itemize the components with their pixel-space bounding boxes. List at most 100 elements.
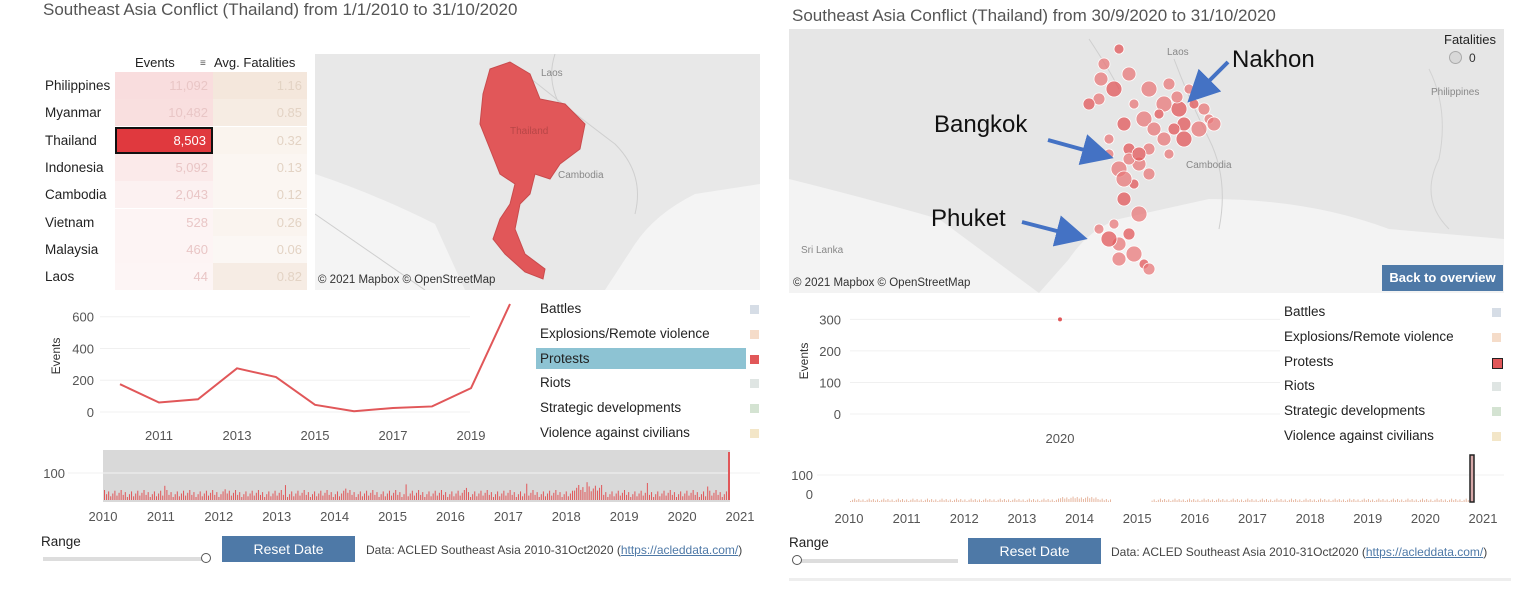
event-point[interactable] [1092, 92, 1106, 106]
right-range-slider[interactable] [793, 559, 958, 563]
event-point[interactable] [1093, 71, 1109, 87]
protests-series-line[interactable] [119, 303, 511, 413]
timeline-bar [1293, 500, 1295, 502]
event-point[interactable] [1190, 120, 1208, 138]
event-point[interactable] [1130, 205, 1148, 223]
legend-item[interactable]: Protests [536, 347, 746, 369]
back-to-overview-button[interactable]: Back to overview [1382, 265, 1503, 291]
event-point[interactable] [1113, 43, 1125, 55]
timeline-x-tick-label: 2017 [1238, 511, 1267, 526]
event-point[interactable] [1116, 191, 1132, 207]
event-point[interactable] [1103, 133, 1115, 145]
country-row[interactable]: Cambodia 2,043 0.12 [40, 181, 310, 209]
country-row[interactable]: Indonesia 5,092 0.13 [40, 153, 310, 181]
event-point[interactable] [1153, 108, 1165, 120]
event-point[interactable] [1188, 98, 1200, 110]
event-point[interactable] [1142, 262, 1156, 276]
event-point[interactable] [1125, 245, 1143, 263]
left-timeline-bar-chart[interactable]: 100 2010 2011 2012 2013 2014 2015 2016 2017 2018 2… [40, 446, 760, 526]
event-point[interactable] [1167, 122, 1181, 136]
country-avg-fatalities[interactable]: 1.16 [213, 72, 307, 99]
left-reset-date-button[interactable]: Reset Date [222, 536, 355, 562]
country-row[interactable]: Philippines 11,092 1.16 [40, 72, 310, 99]
event-point[interactable] [1206, 116, 1222, 132]
thailand-shape[interactable] [315, 54, 760, 290]
left-events-line-chart[interactable]: 0 200 400 600 2011 2013 2015 2017 2019 Events [40, 296, 511, 446]
legend-item[interactable]: Protests [1284, 353, 1334, 369]
event-point[interactable] [1111, 251, 1127, 267]
event-point[interactable] [1105, 80, 1123, 98]
event-point[interactable] [1197, 102, 1211, 116]
event-point[interactable] [1116, 116, 1132, 132]
right-range-slider-handle[interactable] [792, 555, 802, 565]
event-point[interactable] [1170, 100, 1188, 118]
country-avg-fatalities[interactable]: 0.85 [213, 99, 307, 127]
country-events[interactable]: 8,503 [115, 126, 213, 154]
legend-item[interactable]: Riots [540, 375, 571, 391]
country-row[interactable]: Vietnam 528 0.26 [40, 208, 310, 236]
country-row[interactable]: Myanmar 10,482 0.85 [40, 99, 310, 127]
event-point[interactable] [1162, 77, 1176, 91]
legend-item[interactable]: Explosions/Remote violence [540, 325, 710, 341]
country-events[interactable]: 2,043 [115, 181, 213, 209]
event-point[interactable] [1093, 223, 1105, 235]
events-column-header[interactable]: Events [135, 55, 175, 70]
avg-fatalities-column-header[interactable]: Avg. Fatalities [214, 55, 296, 70]
event-point[interactable] [1170, 90, 1184, 104]
event-point[interactable] [1121, 66, 1137, 82]
event-point[interactable] [1100, 230, 1118, 248]
event-point[interactable] [1108, 218, 1120, 230]
country-avg-fatalities[interactable]: 0.26 [213, 208, 307, 236]
legend-item[interactable]: Battles [540, 301, 582, 316]
legend-item[interactable]: Strategic developments [1284, 403, 1426, 419]
country-row[interactable]: Laos 44 0.82 [40, 263, 310, 291]
sort-icon[interactable]: ≡ [200, 58, 206, 69]
country-row[interactable]: Thailand 8,503 0.32 [40, 126, 310, 154]
event-point[interactable] [1156, 131, 1172, 147]
legend-item[interactable]: Violence against civilians [1284, 428, 1434, 443]
event-point[interactable] [1131, 146, 1147, 162]
right-reset-date-button[interactable]: Reset Date [968, 538, 1101, 564]
event-point[interactable] [1142, 167, 1156, 181]
event-point[interactable] [1128, 98, 1140, 110]
event-points-layer[interactable] [789, 29, 1504, 293]
country-avg-fatalities[interactable]: 0.82 [213, 263, 307, 291]
left-range-slider[interactable] [43, 557, 208, 561]
legend-item[interactable]: Riots [1284, 378, 1315, 394]
event-point[interactable] [1163, 148, 1175, 160]
event-point[interactable] [1146, 121, 1162, 137]
legend-item[interactable]: Explosions/Remote violence [1284, 328, 1454, 344]
left-range-slider-handle[interactable] [201, 553, 211, 563]
country-events[interactable]: 11,092 [115, 72, 213, 99]
country-avg-fatalities[interactable]: 0.13 [213, 153, 307, 181]
country-avg-fatalities[interactable]: 0.12 [213, 181, 307, 209]
country-events[interactable]: 460 [115, 235, 213, 263]
event-point[interactable] [1097, 57, 1111, 71]
right-timeline-bar-chart[interactable]: 100 0 2010 2011 2012 2013 2014 2015 2016 2017 2018… [789, 448, 1504, 528]
event-point[interactable] [1175, 130, 1193, 148]
timeline-selected-bar[interactable] [1469, 454, 1475, 503]
country-avg-fatalities[interactable]: 0.32 [213, 126, 307, 154]
event-point[interactable] [1103, 148, 1115, 160]
detail-map[interactable]: Laos Cambodia Philippines Sri Lanka Fata… [789, 29, 1504, 293]
event-point[interactable] [1135, 110, 1153, 128]
country-events[interactable]: 44 [115, 263, 213, 291]
left-source-link[interactable]: https://acleddata.com/ [620, 543, 739, 557]
event-point[interactable] [1183, 83, 1195, 95]
legend-item[interactable]: Battles [1284, 304, 1326, 319]
country-avg-fatalities[interactable]: 0.06 [213, 235, 307, 263]
country-events[interactable]: 10,482 [115, 99, 213, 127]
event-point[interactable] [1122, 227, 1136, 241]
country-events[interactable]: 528 [115, 208, 213, 236]
event-point[interactable] [1082, 97, 1096, 111]
event-point[interactable] [1115, 170, 1133, 188]
legend-item[interactable]: Strategic developments [540, 400, 682, 416]
country-row[interactable]: Malaysia 460 0.06 [40, 235, 310, 263]
data-point[interactable] [1058, 317, 1062, 322]
right-events-chart[interactable]: 0 100 200 300 2020 Events [790, 296, 1280, 446]
event-point[interactable] [1140, 80, 1158, 98]
right-source-link[interactable]: https://acleddata.com/ [1365, 545, 1484, 559]
legend-item[interactable]: Violence against civilians [540, 425, 690, 440]
overview-map[interactable]: Laos Thailand Cambodia © 2021 Mapbox © O… [315, 54, 760, 290]
country-events[interactable]: 5,092 [115, 153, 213, 181]
